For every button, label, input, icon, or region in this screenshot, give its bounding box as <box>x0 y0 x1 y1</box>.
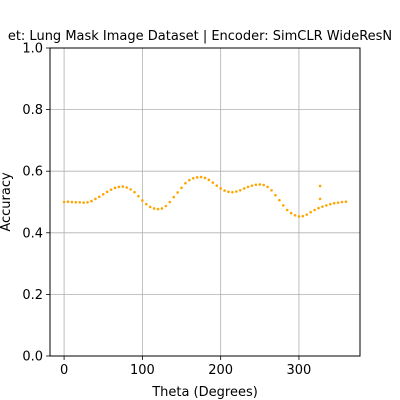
data-point <box>121 185 125 188</box>
data-point <box>325 204 328 207</box>
data-point <box>305 213 309 216</box>
y-tick-label: 0.6 <box>22 165 43 180</box>
data-point <box>184 181 187 185</box>
data-point <box>266 185 269 189</box>
data-point <box>309 210 312 214</box>
data-point <box>301 214 305 218</box>
data-point <box>199 175 203 179</box>
data-point <box>262 183 266 187</box>
data-point <box>86 201 89 204</box>
x-tick-label: 100 <box>130 363 155 378</box>
data-point <box>82 201 85 204</box>
data-point <box>156 207 160 211</box>
data-point <box>278 198 281 202</box>
data-point <box>195 176 199 179</box>
data-point <box>105 190 109 194</box>
axis-ticks: 0 100 200 300 0.0 0.2 0.4 0.6 0.8 1.0 <box>22 42 311 379</box>
data-points <box>62 175 348 218</box>
data-point <box>141 199 144 202</box>
y-tick-label: 0.2 <box>22 288 43 303</box>
data-point <box>160 207 164 210</box>
data-point <box>207 178 211 182</box>
data-point <box>270 188 273 192</box>
data-point <box>231 190 234 194</box>
data-point <box>254 183 258 187</box>
data-point <box>125 186 129 189</box>
data-point <box>74 201 78 204</box>
data-point <box>281 204 285 207</box>
data-point <box>191 176 195 180</box>
data-point <box>227 190 230 194</box>
chart-title: et: Lung Mask Image Dataset | Encoder: S… <box>8 29 392 44</box>
data-point <box>133 190 136 194</box>
data-point <box>235 190 238 193</box>
data-point <box>90 199 93 203</box>
data-point <box>250 184 254 187</box>
data-point <box>66 200 70 203</box>
data-point <box>188 178 191 182</box>
data-point <box>172 195 175 199</box>
data-point <box>129 188 132 191</box>
data-point <box>168 200 172 204</box>
y-tick-label: 0.0 <box>22 350 43 365</box>
y-axis-label: Accuracy <box>0 172 14 232</box>
data-point <box>289 211 293 215</box>
data-point <box>152 207 156 210</box>
data-point <box>219 187 222 190</box>
data-point <box>148 205 152 209</box>
data-point <box>62 200 66 204</box>
data-point <box>203 176 207 180</box>
data-point <box>297 215 301 218</box>
y-tick-label: 0.8 <box>22 103 43 118</box>
data-point <box>137 194 140 198</box>
data-point <box>117 185 121 189</box>
data-point <box>242 187 246 190</box>
data-point <box>321 205 324 208</box>
data-point <box>318 197 322 201</box>
data-point <box>336 201 340 204</box>
data-point <box>340 200 344 204</box>
data-point <box>98 195 101 199</box>
plot-frame <box>49 47 361 357</box>
data-point <box>285 208 289 212</box>
data-point <box>258 183 262 186</box>
data-point <box>238 188 242 192</box>
data-point <box>109 188 113 191</box>
y-tick-label: 0.4 <box>22 226 43 241</box>
data-point <box>317 206 320 210</box>
data-point <box>70 200 74 204</box>
x-axis-label: Theta (Degrees) <box>151 385 258 400</box>
data-point <box>144 202 148 206</box>
x-tick-label: 300 <box>287 363 312 378</box>
data-point <box>328 202 332 206</box>
data-point <box>94 197 97 201</box>
data-point <box>180 186 183 190</box>
data-point <box>318 184 322 188</box>
data-point <box>101 193 105 196</box>
data-point <box>164 204 168 208</box>
data-point <box>223 189 226 192</box>
data-point <box>332 201 336 205</box>
y-tick-label: 1.0 <box>22 42 43 57</box>
data-point <box>211 181 215 184</box>
x-tick-label: 0 <box>60 363 68 378</box>
data-point <box>215 184 219 187</box>
data-point <box>344 200 348 203</box>
data-point <box>246 185 250 189</box>
data-point <box>274 193 277 197</box>
data-point <box>176 191 179 194</box>
x-tick-label: 200 <box>208 363 233 378</box>
data-point <box>113 186 117 190</box>
data-point <box>78 201 82 204</box>
data-point <box>313 208 316 212</box>
data-point <box>293 213 297 217</box>
